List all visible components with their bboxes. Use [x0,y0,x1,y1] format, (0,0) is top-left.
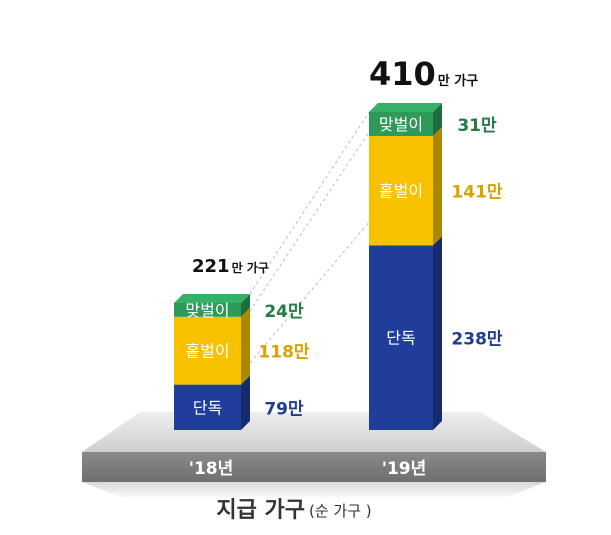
bar-front [369,136,433,246]
bar-front [369,112,433,137]
data-label: 31만 [457,116,497,136]
connector-line [249,131,370,312]
segment-name-label: 맞벌이 [379,115,423,134]
chart-title: 지급 가구 [216,498,305,523]
data-label: 238만 [451,330,502,350]
connector-lines [249,111,370,364]
x-tick-label: '19년 [382,459,427,479]
bar-side [241,307,250,385]
bar-top [369,103,442,112]
connector-line [249,221,370,364]
bar-front [174,384,241,430]
total-label: 410 만 가구 [369,55,478,93]
bar-front [174,316,241,385]
bar-front [174,303,241,317]
bar-front [369,245,433,430]
segment-name-label: 홑벌이 [185,342,229,361]
bar-side [433,127,442,246]
bars-group [174,103,442,430]
bar-segment [174,294,250,317]
bar-top [174,294,250,303]
segment-name-label: 단독 [193,398,222,417]
chart-base [82,412,546,500]
bar-segment [369,127,442,246]
bar-segment [174,375,250,430]
connector-line [249,111,370,295]
data-label: 79만 [264,399,304,419]
data-label: 141만 [451,183,502,203]
segment-name-label: 홑벌이 [379,182,423,201]
bar-segment [369,103,442,137]
x-tick-label: '18년 [189,459,234,479]
segment-name-label: 맞벌이 [185,301,229,320]
bar-segment [174,307,250,385]
bar-side [433,236,442,430]
data-label: 118만 [258,343,309,363]
bar-side [241,294,250,317]
bar-side [241,375,250,430]
data-label: 24만 [264,302,304,322]
bar-side [433,103,442,137]
segment-name-label: 단독 [386,329,415,348]
bar-segment [369,236,442,430]
chart-subtitle: (순 가구 ) [309,502,372,520]
total-label: 221 만 가구 [192,256,269,277]
